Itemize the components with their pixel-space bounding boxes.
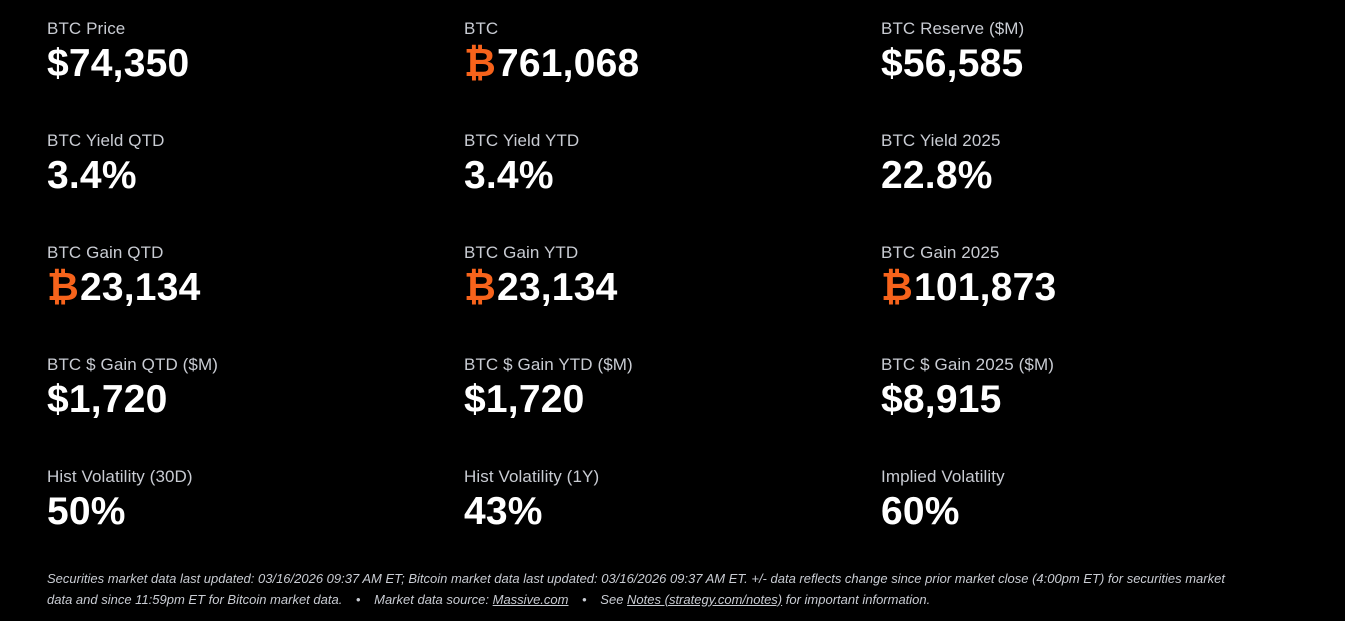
metric-label: BTC Reserve ($M): [881, 19, 1025, 38]
metric-btc-yield-qtd: BTC Yield QTD 3.4%: [47, 130, 464, 242]
bitcoin-icon: ₿: [464, 266, 496, 309]
metrics-grid: BTC Price $74,350 BTC ₿761,068 BTC Reser…: [47, 18, 1307, 578]
metric-label: BTC Yield YTD: [464, 131, 580, 150]
metric-label: BTC $ Gain 2025 ($M): [881, 355, 1055, 374]
metric-value: ₿761,068: [464, 42, 640, 85]
metric-btc-dollar-gain-ytd: BTC $ Gain YTD ($M) $1,720: [464, 354, 881, 466]
metric-label: Implied Volatility: [881, 467, 1005, 486]
metric-label: Hist Volatility (1Y): [464, 467, 600, 486]
metric-value: 3.4%: [47, 154, 137, 197]
metric-btc-yield-ytd: BTC Yield YTD 3.4%: [464, 130, 881, 242]
metric-value: $1,720: [464, 378, 585, 421]
metric-label: BTC $ Gain QTD ($M): [47, 355, 218, 374]
metric-value: ₿23,134: [464, 266, 618, 309]
metric-hist-volatility-1y: Hist Volatility (1Y) 43%: [464, 466, 881, 578]
metric-btc-dollar-gain-qtd: BTC $ Gain QTD ($M) $1,720: [47, 354, 464, 466]
metric-label: BTC Gain YTD: [464, 243, 579, 262]
bitcoin-icon: ₿: [464, 42, 496, 85]
metric-value: 60%: [881, 490, 960, 533]
metric-label: BTC Yield 2025: [881, 131, 1001, 150]
metric-label: BTC $ Gain YTD ($M): [464, 355, 633, 374]
metric-label: BTC: [464, 19, 499, 38]
notes-suffix: for important information.: [782, 591, 931, 607]
market-data-footnote: Securities market data last updated: 03/…: [47, 569, 1247, 610]
metric-btc-price: BTC Price $74,350: [47, 18, 464, 130]
massive-link[interactable]: Massive.com: [492, 591, 569, 607]
metric-hist-volatility-30d: Hist Volatility (30D) 50%: [47, 466, 464, 578]
notes-link[interactable]: Notes (strategy.com/notes): [627, 591, 783, 607]
metric-btc-dollar-gain-2025: BTC $ Gain 2025 ($M) $8,915: [881, 354, 1298, 466]
bitcoin-icon: ₿: [881, 266, 913, 309]
bullet-separator: •: [355, 591, 361, 607]
notes-prefix: See: [600, 591, 628, 607]
metric-btc-holdings: BTC ₿761,068: [464, 18, 881, 130]
metric-btc-gain-2025: BTC Gain 2025 ₿101,873: [881, 242, 1298, 354]
metric-value: 3.4%: [464, 154, 554, 197]
bitcoin-icon: ₿: [47, 266, 79, 309]
metric-btc-gain-ytd: BTC Gain YTD ₿23,134: [464, 242, 881, 354]
metric-label: BTC Gain QTD: [47, 243, 164, 262]
metric-value: ₿101,873: [881, 266, 1057, 309]
metric-label: Hist Volatility (30D): [47, 467, 193, 486]
last-updated-text: Securities market data last updated: 03/…: [47, 571, 1225, 607]
metric-label: BTC Gain 2025: [881, 243, 1000, 262]
metric-btc-reserve: BTC Reserve ($M) $56,585: [881, 18, 1298, 130]
metric-value: 43%: [464, 490, 543, 533]
metric-value: $1,720: [47, 378, 168, 421]
metric-value: 50%: [47, 490, 126, 533]
metric-value: $8,915: [881, 378, 1002, 421]
metric-btc-gain-qtd: BTC Gain QTD ₿23,134: [47, 242, 464, 354]
metric-value: $74,350: [47, 42, 190, 85]
metric-label: BTC Price: [47, 19, 126, 38]
bullet-separator: •: [582, 591, 587, 607]
metric-value: ₿23,134: [47, 266, 201, 309]
metric-implied-volatility: Implied Volatility 60%: [881, 466, 1298, 578]
data-source-prefix: Market data source:: [374, 591, 493, 607]
metric-label: BTC Yield QTD: [47, 131, 165, 150]
metric-value: 22.8%: [881, 154, 993, 197]
metric-value: $56,585: [881, 42, 1024, 85]
metric-btc-yield-2025: BTC Yield 2025 22.8%: [881, 130, 1298, 242]
